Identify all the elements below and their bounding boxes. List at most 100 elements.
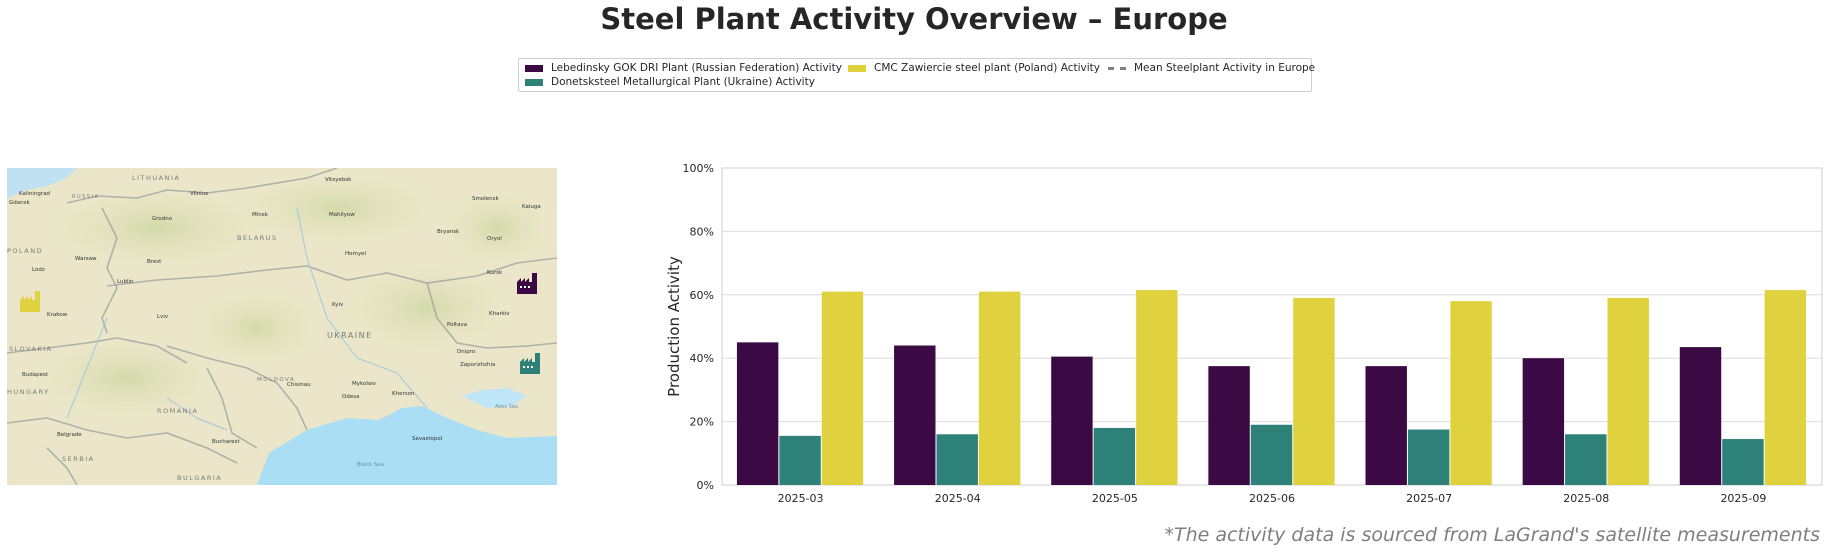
city-label: Lviv [157,314,169,320]
city-label: Zaporizhzhia [460,362,495,368]
x-tick-label: 2025-06 [1249,492,1295,505]
city-label: Lublin [117,279,134,285]
bar [1565,434,1607,485]
legend-swatch [525,78,543,86]
map-label: HUNGARY [7,388,50,396]
city-label: Vilnius [190,191,208,197]
sea-label: Azov Sea [495,404,518,410]
city-label: Grodno [152,216,173,222]
rivers [66,207,428,431]
bar [821,291,864,485]
map-label: MOLDOVA [257,377,295,383]
bar [1365,366,1407,485]
x-tick-label: 2025-08 [1563,492,1609,505]
city-label: Homyel [345,251,366,257]
city-label: Oryol [487,236,502,242]
bar [1250,424,1293,485]
city-label: Dnipro [457,349,476,355]
city-labels: Kaliningrad Gdansk Vilnius Minsk Vitsyeb… [9,177,541,445]
x-tick-label: 2025-03 [778,492,824,505]
sea-label: Black Sea [357,462,384,468]
country-borders [7,168,557,485]
city-label: Kherson [392,391,415,397]
legend-label: Mean Steelplant Activity in Europe [1134,62,1316,74]
city-label: Kaliningrad [19,191,50,197]
bar [1764,290,1807,485]
y-tick-label: 100% [683,162,714,175]
x-tick-label: 2025-04 [935,492,981,505]
city-label: Sevastopol [412,436,443,442]
city-label: Kursk [487,270,503,276]
map-label: SERBIA [62,455,95,463]
x-tick-label: 2025-07 [1406,492,1452,505]
bar [1136,290,1178,485]
bar [1522,358,1565,485]
city-label: Odesa [342,394,359,400]
y-axis-label: Production Activity [665,256,683,397]
city-label: Krakow [47,312,68,318]
baltic-sea [7,168,77,198]
legend-swatch [848,64,866,72]
bar [1293,297,1335,485]
map-label: RUSSIA [72,194,99,200]
legend-item-lebedinsky: Lebedinsky GOK DRI Plant (Russian Federa… [525,62,842,74]
map-svg: LITHUANIA BELARUS POLAND UKRAINE SLOVAKI… [7,168,557,485]
y-tick-label: 60% [690,289,714,302]
bar [1093,427,1136,485]
y-tick-label: 80% [690,225,714,238]
legend-label: CMC Zawiercie steel plant (Poland) Activ… [874,62,1100,74]
bar [1722,439,1764,485]
city-label: Mahilyow [329,212,355,218]
bar [1051,356,1093,485]
city-label: Poltava [447,322,467,328]
city-label: Kyiv [332,302,344,308]
bar [1407,429,1450,485]
bar [1679,347,1722,485]
bar [978,291,1021,485]
bar [779,435,821,485]
legend-dash [1108,66,1126,70]
bar [1450,301,1492,485]
city-label: Mykolaiv [352,381,377,387]
bar [1208,366,1250,485]
map-label: POLAND [7,247,43,255]
city-label: Budapest [22,372,49,378]
city-label: Kharkiv [489,311,510,317]
legend-label: Lebedinsky GOK DRI Plant (Russian Federa… [551,62,842,74]
factory-icon [517,273,537,294]
map-label: LITHUANIA [132,174,180,182]
bar [1607,297,1649,485]
factory-icon [20,291,40,312]
city-label: Smolensk [472,196,499,202]
footnote: *The activity data is sourced from LaGra… [1164,524,1820,546]
city-label: Vitsyebsk [325,177,352,183]
city-label: Bucharest [212,439,241,445]
legend-item-donetsksteel: Donetsksteel Metallurgical Plant (Ukrain… [525,76,815,88]
bar [736,342,779,485]
region-map: LITHUANIA BELARUS POLAND UKRAINE SLOVAKI… [7,168,557,485]
y-tick-label: 20% [690,416,714,429]
legend-label: Donetsksteel Metallurgical Plant (Ukrain… [551,76,815,88]
azov-sea [462,388,527,408]
legend-item-cmc-zawiercie: CMC Zawiercie steel plant (Poland) Activ… [848,62,1100,74]
city-label: Kaluga [522,204,541,210]
city-label: Lodz [32,267,45,273]
city-label: Belgrade [57,432,82,438]
city-label: Minsk [252,212,269,218]
y-tick-label: 0% [697,479,714,492]
chart-title: Steel Plant Activity Overview – Europe [600,2,1228,36]
legend-swatch [525,64,543,72]
city-label: Brest [147,259,162,265]
map-label: BELARUS [237,234,278,242]
bar [894,345,936,485]
y-tick-label: 40% [690,352,714,365]
city-label: Warsaw [75,256,97,262]
x-tick-label: 2025-09 [1720,492,1766,505]
legend-item-mean-activity: Mean Steelplant Activity in Europe [1108,62,1315,74]
city-label: Bryansk [437,229,460,235]
map-label: SLOVAKIA [9,345,53,353]
legend: Lebedinsky GOK DRI Plant (Russian Federa… [518,58,1315,92]
city-label: Gdansk [9,200,30,206]
map-label: UKRAINE [327,331,373,340]
